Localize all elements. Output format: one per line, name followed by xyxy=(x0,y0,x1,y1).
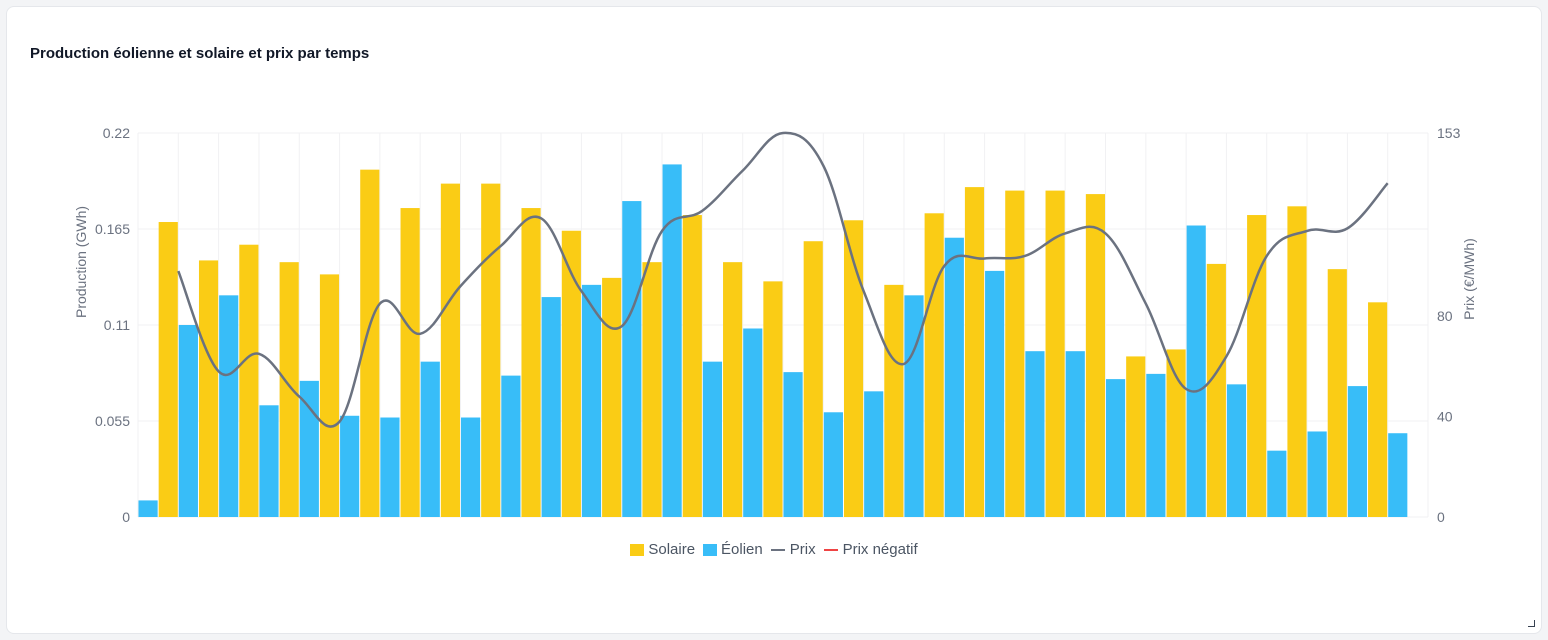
bar-eolien xyxy=(581,284,602,517)
bar-eolien xyxy=(1025,351,1045,517)
bar-solaire xyxy=(481,183,501,518)
bar-solaire xyxy=(924,213,944,518)
bar-eolien xyxy=(219,295,239,517)
bar-eolien xyxy=(541,297,561,517)
legend-label-eolien: Éolien xyxy=(721,541,763,558)
bar-eolien xyxy=(783,372,803,517)
bar-solaire xyxy=(642,262,662,517)
bar-eolien xyxy=(1307,431,1327,517)
bar-solaire xyxy=(521,208,541,517)
resize-handle-icon[interactable] xyxy=(1528,620,1535,627)
bar-solaire xyxy=(561,230,581,517)
bar-eolien xyxy=(420,361,440,517)
legend-swatch-solaire xyxy=(630,543,645,556)
legend-swatch-prix-negatif xyxy=(823,548,838,551)
bar-solaire xyxy=(279,262,299,517)
lines xyxy=(177,131,1389,428)
legend-label-solaire: Solaire xyxy=(648,541,696,558)
bar-eolien xyxy=(340,415,360,517)
y-tick-label: 0.22 xyxy=(103,125,130,141)
bar-eolien xyxy=(985,270,1005,517)
bar-eolien xyxy=(1106,379,1126,517)
bar-solaire xyxy=(1166,349,1186,517)
bar-solaire xyxy=(964,187,985,518)
bar-solaire xyxy=(198,260,219,517)
y-tick-label: 0 xyxy=(122,509,130,525)
bar-eolien xyxy=(1388,433,1408,517)
legend-swatch-prix xyxy=(770,548,785,551)
chart-title: Production éolienne et solaire et prix p… xyxy=(30,45,370,62)
bar-solaire xyxy=(1126,356,1146,517)
bar-eolien xyxy=(1267,450,1287,517)
bar-solaire xyxy=(1368,302,1388,517)
bar-eolien xyxy=(178,325,198,517)
bar-eolien xyxy=(380,417,400,517)
y2-tick-label: 0 xyxy=(1437,509,1445,525)
bar-eolien xyxy=(823,412,843,517)
bar-eolien xyxy=(1186,225,1206,517)
bar-solaire xyxy=(158,222,178,517)
bar-solaire xyxy=(440,183,460,518)
bar-solaire xyxy=(682,215,702,517)
bar-eolien xyxy=(864,391,884,517)
legend: Solaire Éolien Prix Prix négatif xyxy=(0,541,1548,558)
y-tick-label: 0.055 xyxy=(95,413,130,429)
bar-solaire xyxy=(1045,190,1065,517)
bar-eolien xyxy=(1347,386,1368,517)
y2-tick-label: 153 xyxy=(1437,125,1461,141)
bar-solaire xyxy=(1005,190,1025,517)
bar-eolien xyxy=(702,361,723,517)
bar-solaire xyxy=(1085,194,1105,517)
legend-item-prix-negatif[interactable]: Prix négatif xyxy=(823,541,918,558)
bars xyxy=(138,164,1408,518)
line-prix xyxy=(177,131,1389,428)
legend-item-prix[interactable]: Prix xyxy=(770,541,816,558)
bar-solaire xyxy=(803,241,823,517)
bar-solaire xyxy=(602,277,622,517)
axes: 0 0.055 0.11 0.165 0.22 0 40 80 153 xyxy=(95,125,1461,525)
y-tick-label: 0.165 xyxy=(95,221,130,237)
bar-eolien xyxy=(461,417,481,517)
bar-solaire xyxy=(360,169,380,517)
bar-solaire xyxy=(1327,269,1347,517)
bar-eolien xyxy=(743,328,763,517)
legend-item-solaire[interactable]: Solaire xyxy=(630,541,695,558)
legend-label-prix-negatif: Prix négatif xyxy=(842,541,918,558)
bar-eolien xyxy=(138,500,158,517)
bar-eolien xyxy=(1146,373,1166,517)
bar-solaire xyxy=(1287,206,1307,518)
y2-tick-label: 80 xyxy=(1437,308,1453,324)
bar-eolien xyxy=(904,295,924,517)
bar-eolien xyxy=(1226,384,1247,517)
y-axis-label: Production (GWh) xyxy=(73,206,89,318)
legend-label-prix: Prix xyxy=(789,541,816,558)
bar-solaire xyxy=(843,220,864,518)
bar-eolien xyxy=(259,405,279,517)
bar-solaire xyxy=(319,274,340,517)
legend-swatch-eolien xyxy=(703,543,718,556)
bar-eolien xyxy=(944,237,964,517)
bar-eolien xyxy=(622,201,642,517)
bar-solaire xyxy=(723,262,743,517)
legend-item-eolien[interactable]: Éolien xyxy=(703,541,763,558)
bar-solaire xyxy=(239,244,259,517)
bar-solaire xyxy=(763,281,783,517)
y2-axis-label: Prix (€/MWh) xyxy=(1461,238,1477,320)
bar-solaire xyxy=(1206,263,1226,517)
bar-eolien xyxy=(501,375,521,517)
bar-solaire xyxy=(884,284,904,517)
y2-tick-label: 40 xyxy=(1437,409,1453,425)
bar-eolien xyxy=(1065,351,1085,517)
y-tick-label: 0.11 xyxy=(104,317,130,333)
bar-eolien xyxy=(662,164,682,517)
bar-solaire xyxy=(400,208,420,517)
